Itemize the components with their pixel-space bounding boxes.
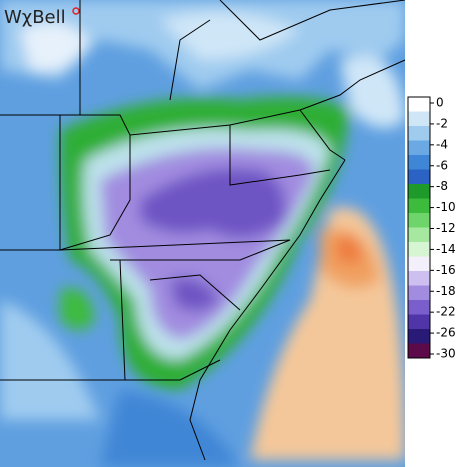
colorbar-label: -8: [436, 179, 448, 193]
logo-dot: [72, 7, 80, 15]
colorbar-swatch: [408, 227, 430, 243]
colorbar-swatch: [408, 155, 430, 170]
colorbar-swatch: [408, 140, 430, 156]
colorbar-label: -16: [436, 263, 456, 277]
colorbar-label: -10: [436, 200, 456, 214]
colorbar-swatch: [408, 184, 430, 199]
colorbar-swatch: [408, 285, 430, 301]
colorbar-swatch: [408, 126, 430, 141]
boundaries: [0, 0, 406, 461]
colorbar-swatch: [408, 111, 430, 127]
colorbar-swatch: [408, 256, 430, 272]
colorbar: 0 -2 -4 -6 -8 -10 -12 -14 -16 -18 -22 -26 -30: [407, 96, 456, 361]
colorbar-label: -6: [436, 158, 448, 172]
colorbar-label: -18: [436, 284, 456, 298]
colorbar-swatch: [408, 343, 430, 359]
colorbar-swatch: [408, 314, 430, 330]
colorbar-label: -26: [436, 326, 456, 340]
colorbar-label: 0: [436, 96, 444, 110]
colorbar-swatch: [408, 271, 430, 286]
colorbar-swatch: [408, 198, 430, 214]
colorbar-swatch: [408, 242, 430, 257]
colorbar-label: -22: [436, 305, 456, 319]
colorbar-swatch: [408, 329, 430, 344]
colorbar-label: -12: [436, 221, 456, 235]
colorbar-label: -2: [436, 116, 448, 130]
colorbar-swatch: [408, 213, 430, 228]
field-blobs: [0, 0, 405, 467]
colorbar-label: -14: [436, 242, 456, 256]
logo-text: WχBell: [4, 7, 66, 28]
colorbar-label: -4: [436, 137, 448, 151]
colorbar-label: -30: [436, 347, 456, 361]
colorbar-swatch: [408, 97, 430, 112]
colorbar-swatch: [408, 300, 430, 315]
colorbar-frame: [407, 96, 431, 359]
colorbar-swatch: [408, 169, 430, 185]
